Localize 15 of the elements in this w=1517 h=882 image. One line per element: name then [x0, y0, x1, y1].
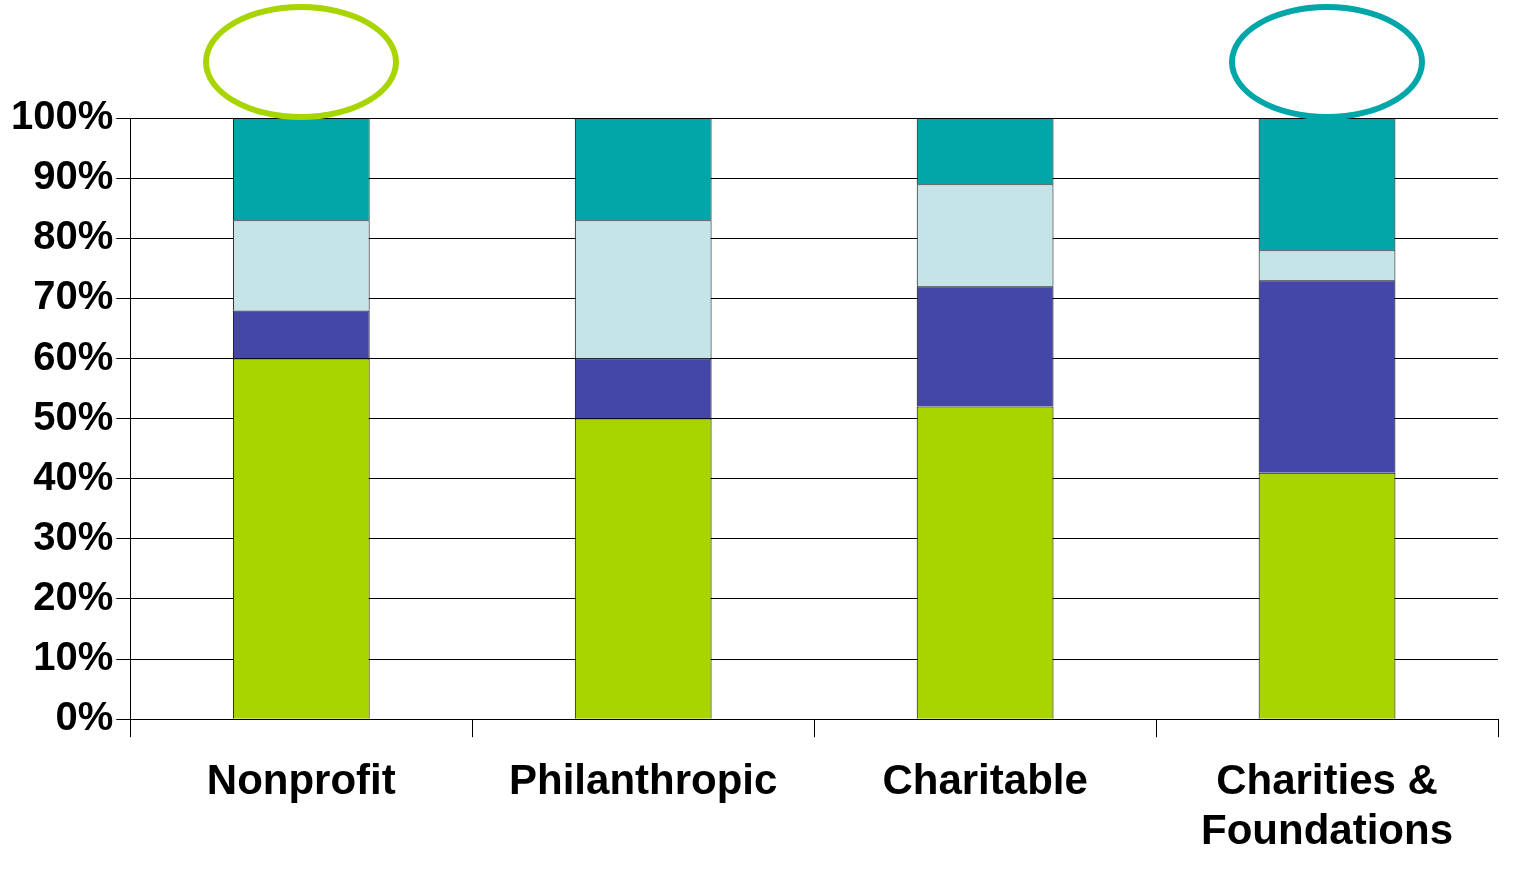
y-tick-label: 50%	[33, 393, 114, 438]
x-tick-label: Nonprofit	[206, 755, 396, 803]
y-tick-label: 40%	[33, 453, 114, 498]
y-tick-label: 0%	[55, 694, 114, 739]
x-tick-label: Charities & Foundations	[1201, 755, 1454, 854]
y-tick-label: 20%	[33, 573, 114, 618]
x-tick-label: Philanthropic	[509, 755, 778, 803]
y-tick-label: 90%	[33, 153, 114, 198]
y-tick-label: 80%	[33, 213, 114, 258]
y-tick-label: 70%	[33, 273, 114, 318]
y-tick-label: 10%	[33, 634, 114, 679]
x-tick-label: Charitable	[882, 755, 1088, 803]
y-tick-label: 60%	[33, 333, 114, 378]
y-tick-label: 30%	[33, 513, 114, 558]
y-tick-label: 100%	[10, 93, 114, 138]
